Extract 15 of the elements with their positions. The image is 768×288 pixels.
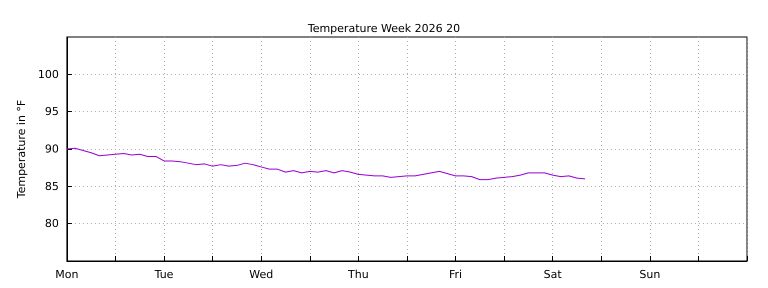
y-tick-label: 85 bbox=[44, 180, 59, 193]
x-tick-label: Mon bbox=[55, 268, 79, 281]
x-tick-label: Sat bbox=[544, 268, 562, 281]
y-tick-label: 90 bbox=[44, 142, 59, 156]
x-tick-label: Sun bbox=[639, 268, 660, 281]
line-series bbox=[66, 148, 586, 180]
x-tick-label: Fri bbox=[448, 268, 462, 281]
x-tick-label: Tue bbox=[154, 268, 174, 281]
y-tick-label: 80 bbox=[44, 217, 59, 230]
y-tick-label: 95 bbox=[44, 105, 59, 118]
y-tick-label: 100 bbox=[38, 68, 59, 81]
chart-title: Temperature Week 2026 20 bbox=[306, 22, 460, 35]
y-axis-title: Temperature in °F bbox=[15, 100, 28, 200]
x-tick-label: Wed bbox=[249, 268, 274, 281]
x-tick-label: Thu bbox=[347, 268, 369, 281]
